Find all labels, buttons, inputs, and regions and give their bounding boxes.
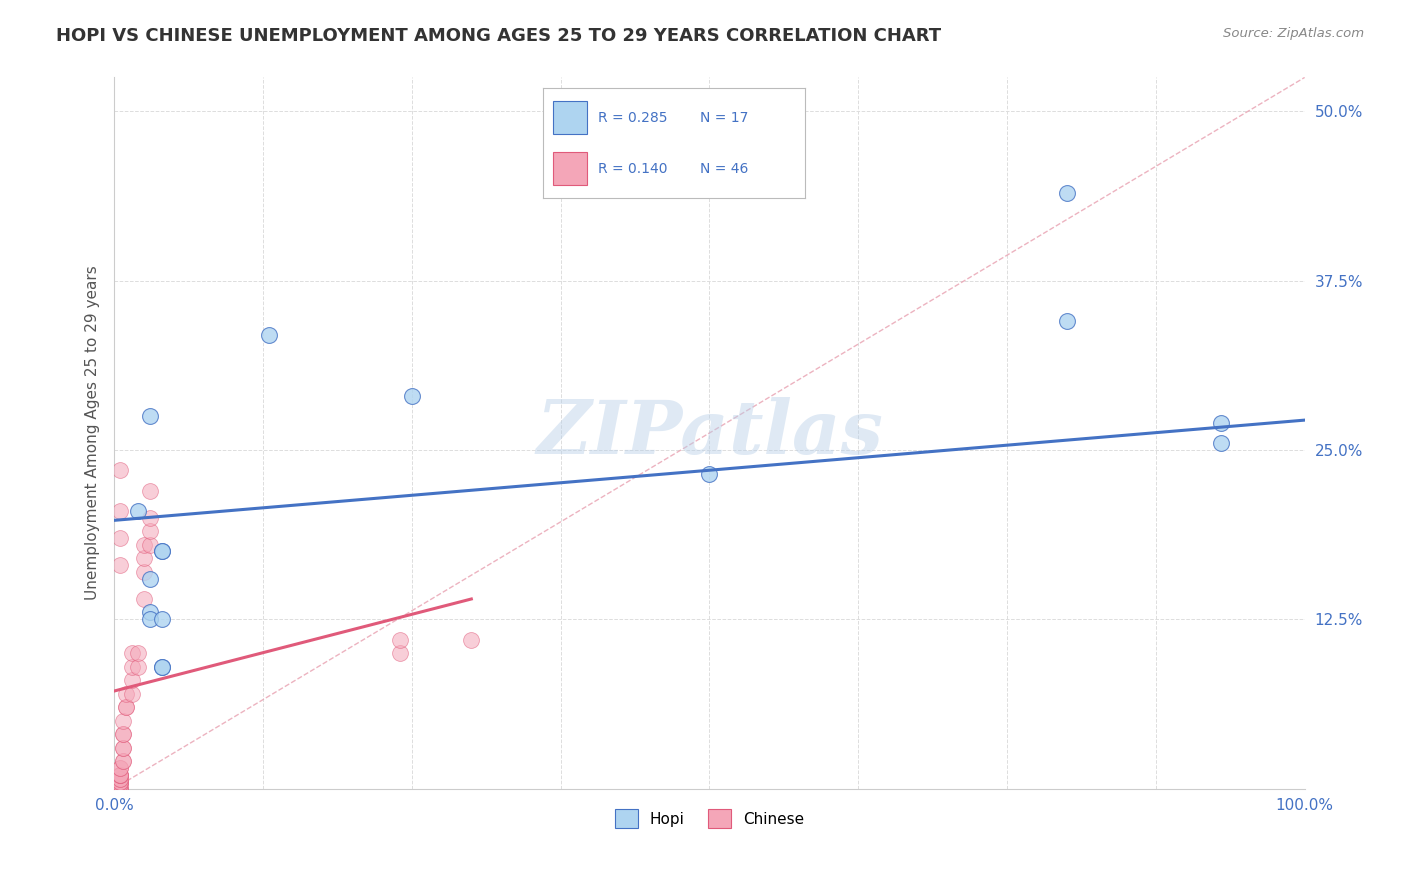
Point: [132, 551, 155, 566]
Point: [108, 781, 131, 796]
Point: [150, 659, 173, 673]
Point: [111, 755, 134, 769]
Point: [111, 740, 134, 755]
Legend: Hopi, Chinese: Hopi, Chinese: [609, 804, 810, 834]
Point: [108, 558, 131, 572]
Point: [1211, 416, 1233, 430]
Point: [132, 538, 155, 552]
Point: [111, 727, 134, 741]
Point: [108, 531, 131, 545]
Point: [132, 591, 155, 606]
Point: [1211, 436, 1233, 450]
Point: [108, 504, 131, 518]
Point: [121, 673, 143, 688]
Point: [127, 504, 149, 518]
Point: [115, 687, 138, 701]
Text: HOPI VS CHINESE UNEMPLOYMENT AMONG AGES 25 TO 29 YEARS CORRELATION CHART: HOPI VS CHINESE UNEMPLOYMENT AMONG AGES …: [56, 27, 942, 45]
Text: Source: ZipAtlas.com: Source: ZipAtlas.com: [1223, 27, 1364, 40]
Point: [139, 606, 162, 620]
Point: [121, 659, 143, 673]
Point: [139, 510, 162, 524]
Point: [108, 772, 131, 786]
Point: [388, 646, 411, 660]
Point: [150, 544, 173, 558]
Point: [121, 646, 143, 660]
Point: [108, 761, 131, 775]
Point: [139, 572, 162, 586]
Point: [401, 389, 423, 403]
Point: [111, 740, 134, 755]
Point: [111, 755, 134, 769]
Point: [150, 544, 173, 558]
Point: [108, 777, 131, 791]
Text: ZIPatlas: ZIPatlas: [536, 397, 883, 469]
Point: [127, 659, 149, 673]
Point: [108, 768, 131, 782]
Point: [388, 632, 411, 647]
Y-axis label: Unemployment Among Ages 25 to 29 years: Unemployment Among Ages 25 to 29 years: [86, 266, 100, 600]
Point: [1056, 314, 1078, 328]
Point: [127, 646, 149, 660]
Point: [108, 463, 131, 477]
Point: [108, 768, 131, 782]
Point: [150, 612, 173, 626]
Point: [108, 772, 131, 786]
Point: [108, 777, 131, 791]
Point: [257, 327, 280, 342]
Point: [132, 565, 155, 579]
Point: [108, 768, 131, 782]
Point: [139, 538, 162, 552]
Point: [115, 700, 138, 714]
Point: [108, 774, 131, 789]
Point: [108, 761, 131, 775]
Point: [139, 409, 162, 423]
Point: [121, 687, 143, 701]
Point: [139, 612, 162, 626]
Point: [108, 781, 131, 796]
Point: [115, 700, 138, 714]
Point: [699, 467, 721, 482]
Point: [139, 483, 162, 498]
Point: [460, 632, 482, 647]
Point: [111, 727, 134, 741]
Point: [108, 768, 131, 782]
Point: [111, 714, 134, 728]
Point: [150, 659, 173, 673]
Point: [1056, 186, 1078, 200]
Point: [108, 774, 131, 789]
Point: [108, 781, 131, 796]
Point: [139, 524, 162, 538]
